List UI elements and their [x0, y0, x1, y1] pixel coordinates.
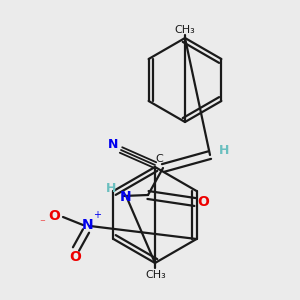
Text: CH₃: CH₃: [175, 25, 195, 35]
Text: H: H: [219, 145, 229, 158]
Text: ⁻: ⁻: [39, 218, 45, 228]
Text: CH₃: CH₃: [146, 270, 167, 280]
Text: N: N: [120, 190, 132, 204]
Text: O: O: [48, 209, 60, 223]
Text: N: N: [82, 218, 94, 232]
Text: N: N: [108, 139, 118, 152]
Text: C: C: [155, 154, 163, 164]
Text: H: H: [106, 182, 116, 196]
Text: O: O: [197, 195, 209, 209]
Text: +: +: [93, 210, 101, 220]
Text: O: O: [69, 250, 81, 264]
